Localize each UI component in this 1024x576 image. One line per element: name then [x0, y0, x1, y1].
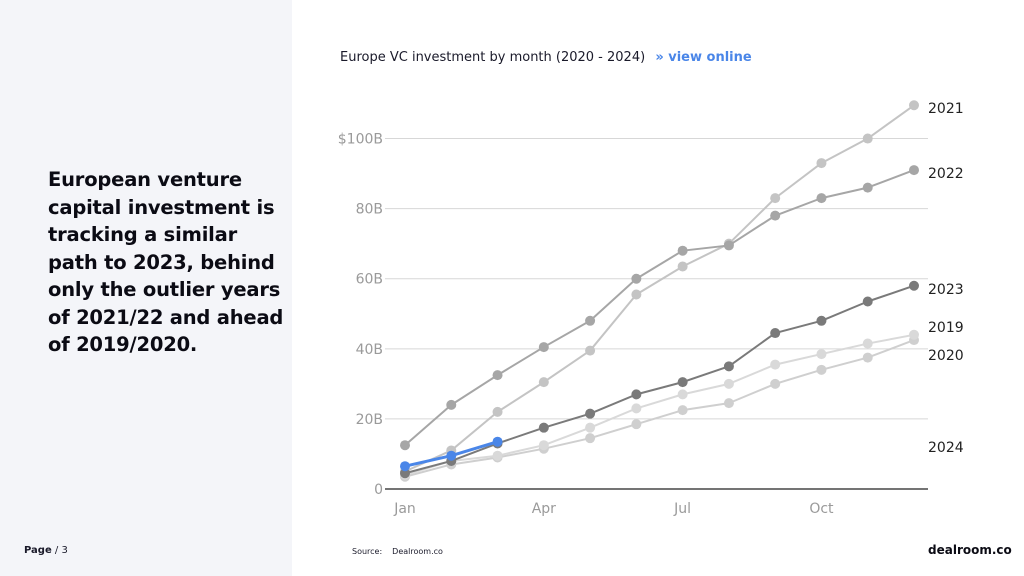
point-2022-m1	[400, 440, 410, 451]
point-2022-m6	[631, 273, 642, 284]
point-2023-m6	[631, 389, 642, 400]
point-2022-m12	[909, 165, 919, 176]
point-2022-m2	[446, 399, 457, 410]
point-2021-m7	[677, 261, 688, 272]
view-online-link[interactable]: » view online	[655, 50, 752, 65]
x-tick-label: Oct	[809, 501, 834, 517]
y-tick-label: $100B	[338, 132, 383, 148]
x-tick-label: Jul	[673, 501, 691, 517]
point-2020-m5	[585, 433, 596, 444]
point-2019-m12	[909, 329, 919, 340]
point-2022-m4	[538, 342, 549, 353]
page-number: Page / 3	[24, 545, 68, 556]
point-2019-m5	[585, 422, 596, 433]
series-line-2020	[404, 339, 915, 478]
y-tick-label: 80B	[356, 202, 383, 218]
point-2024-m3	[492, 436, 503, 447]
point-2021-m3	[492, 406, 503, 417]
point-2019-m9	[770, 359, 781, 370]
y-tick-label: 0	[374, 482, 383, 498]
point-2019-m6	[631, 403, 642, 414]
point-2021-m10	[816, 158, 827, 169]
point-2019-m3	[492, 450, 503, 461]
point-2023-m5	[585, 408, 596, 419]
x-tick-label: Jan	[393, 501, 416, 517]
point-2023-m11	[862, 296, 873, 307]
point-2020-m7	[677, 405, 688, 416]
series-line-2023	[404, 284, 915, 475]
source-label: Source:	[352, 547, 383, 556]
point-2021-m12	[909, 100, 919, 111]
point-2023-m12	[909, 280, 919, 291]
series-label-2021: 2021	[928, 101, 964, 117]
series-line-2022	[404, 169, 915, 447]
point-2024-m2	[446, 450, 457, 461]
point-2021-m11	[862, 133, 873, 144]
point-2023-m10	[816, 315, 827, 326]
point-2019-m8	[723, 378, 734, 389]
point-2019-m11	[862, 338, 873, 349]
point-2020-m6	[631, 419, 642, 430]
y-tick-label: 40B	[356, 342, 383, 358]
point-2023-m4	[538, 422, 549, 433]
series-label-2022: 2022	[928, 166, 964, 182]
point-2019-m10	[816, 349, 827, 360]
source-value: Dealroom.co	[392, 547, 443, 556]
series-label-2023: 2023	[928, 282, 964, 298]
point-2023-m7	[677, 377, 688, 388]
point-2022-m11	[862, 182, 873, 193]
point-2022-m8	[723, 240, 734, 251]
y-tick-label: 60B	[356, 272, 383, 288]
source-note: Source: Dealroom.co	[352, 547, 443, 556]
x-tick-label: Apr	[532, 501, 556, 517]
page-separator: /	[51, 545, 62, 556]
point-2022-m5	[585, 315, 596, 326]
point-2021-m5	[585, 345, 596, 356]
point-2019-m4	[538, 440, 549, 451]
point-2022-m7	[677, 245, 688, 256]
page-label: Page	[24, 545, 52, 556]
point-2024-m1	[400, 461, 410, 472]
left-panel	[0, 0, 292, 576]
series-label-2020: 2020	[928, 348, 964, 364]
point-2022-m9	[770, 210, 781, 221]
series-label-2024: 2024	[928, 440, 964, 456]
series-line-2019	[404, 333, 915, 476]
point-2020-m8	[723, 398, 734, 409]
page-value: 3	[61, 545, 68, 556]
chart-title: Europe VC investment by month (2020 - 20…	[340, 50, 752, 65]
point-2021-m4	[538, 377, 549, 388]
series-label-2019: 2019	[928, 320, 964, 336]
point-2020-m9	[770, 378, 781, 389]
point-2023-m9	[770, 328, 781, 339]
point-2021-m6	[631, 289, 642, 300]
point-2020-m10	[816, 364, 827, 375]
point-2020-m11	[862, 352, 873, 363]
point-2022-m10	[816, 193, 827, 204]
y-tick-label: 20B	[356, 412, 383, 428]
chart-title-text: Europe VC investment by month (2020 - 20…	[340, 50, 646, 65]
point-2022-m3	[492, 370, 503, 381]
point-2023-m8	[723, 361, 734, 372]
brand-logo: dealroom.co	[928, 543, 1012, 557]
point-2019-m7	[677, 389, 688, 400]
point-2021-m9	[770, 193, 781, 204]
series-line-2021	[404, 104, 915, 473]
point-2023-m1	[400, 468, 410, 479]
headline: European venture capital investment is t…	[48, 168, 284, 356]
